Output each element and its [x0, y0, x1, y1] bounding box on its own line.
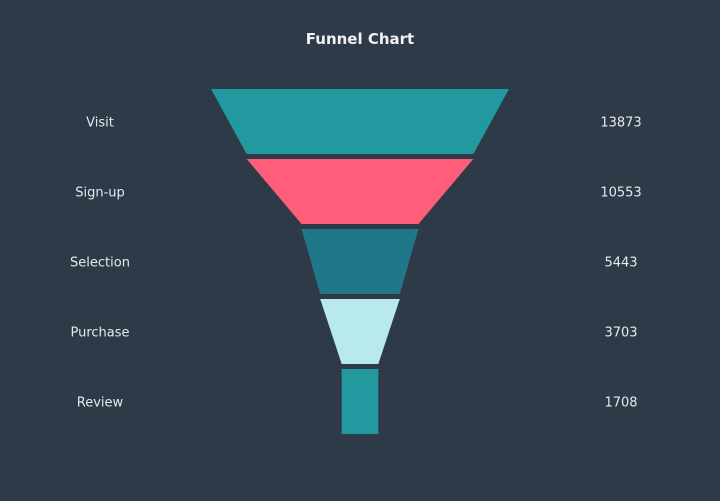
stage-value: 5443: [604, 256, 637, 271]
funnel-stage-sign-up: [246, 159, 474, 224]
funnel-stages: Visit 13873 Sign-up 10553 Selection 5443 Purch…: [70, 89, 642, 434]
funnel-stage-review: [341, 369, 379, 434]
stage-value: 1708: [604, 396, 637, 411]
stage-value: 10553: [600, 186, 641, 201]
funnel-stage-visit: [211, 89, 509, 154]
stage-value: 13873: [600, 116, 641, 131]
stage-value: 3703: [604, 326, 637, 341]
funnel-stage-selection: [301, 229, 419, 294]
funnel-stage-purchase: [320, 299, 400, 364]
chart-title: Funnel Chart: [306, 30, 414, 48]
stage-label: Review: [77, 396, 124, 411]
stage-label: Selection: [70, 256, 130, 271]
stage-label: Sign-up: [75, 186, 125, 201]
stage-label: Visit: [86, 116, 114, 131]
stage-label: Purchase: [70, 326, 129, 341]
